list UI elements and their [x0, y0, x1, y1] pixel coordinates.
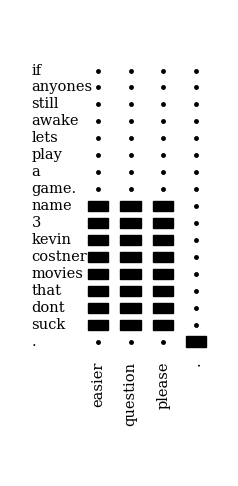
Bar	[88, 319, 108, 330]
Text: that: that	[32, 284, 62, 298]
Text: still: still	[32, 97, 59, 111]
Text: anyones: anyones	[32, 81, 93, 94]
Bar	[153, 235, 174, 245]
Bar	[120, 269, 141, 279]
Text: play: play	[32, 148, 62, 162]
Bar	[88, 269, 108, 279]
Text: lets: lets	[32, 131, 58, 145]
Bar	[88, 218, 108, 228]
Bar	[153, 319, 174, 330]
Bar	[120, 218, 141, 228]
Bar	[153, 303, 174, 313]
Bar	[186, 336, 206, 347]
Bar	[153, 269, 174, 279]
Bar	[153, 252, 174, 262]
Text: dont: dont	[32, 301, 65, 315]
Bar	[88, 235, 108, 245]
Text: movies: movies	[32, 267, 84, 281]
Bar	[120, 201, 141, 211]
Bar	[88, 201, 108, 211]
Text: please: please	[156, 362, 170, 409]
Bar	[120, 303, 141, 313]
Bar	[153, 286, 174, 296]
Text: if: if	[32, 64, 42, 78]
Text: easier: easier	[91, 362, 105, 407]
Text: a: a	[32, 165, 40, 179]
Bar	[153, 218, 174, 228]
Text: .: .	[189, 362, 203, 366]
Bar	[88, 286, 108, 296]
Bar	[120, 235, 141, 245]
Text: suck: suck	[32, 318, 66, 332]
Text: name: name	[32, 199, 72, 213]
Bar	[120, 319, 141, 330]
Bar	[120, 252, 141, 262]
Bar	[153, 201, 174, 211]
Bar	[120, 286, 141, 296]
Text: kevin: kevin	[32, 233, 72, 247]
Bar	[88, 252, 108, 262]
Text: awake: awake	[32, 114, 79, 128]
Text: game.: game.	[32, 182, 77, 196]
Bar	[88, 303, 108, 313]
Text: 3: 3	[32, 216, 41, 230]
Text: costner: costner	[32, 250, 87, 264]
Text: question: question	[124, 362, 138, 426]
Text: .: .	[32, 335, 36, 349]
